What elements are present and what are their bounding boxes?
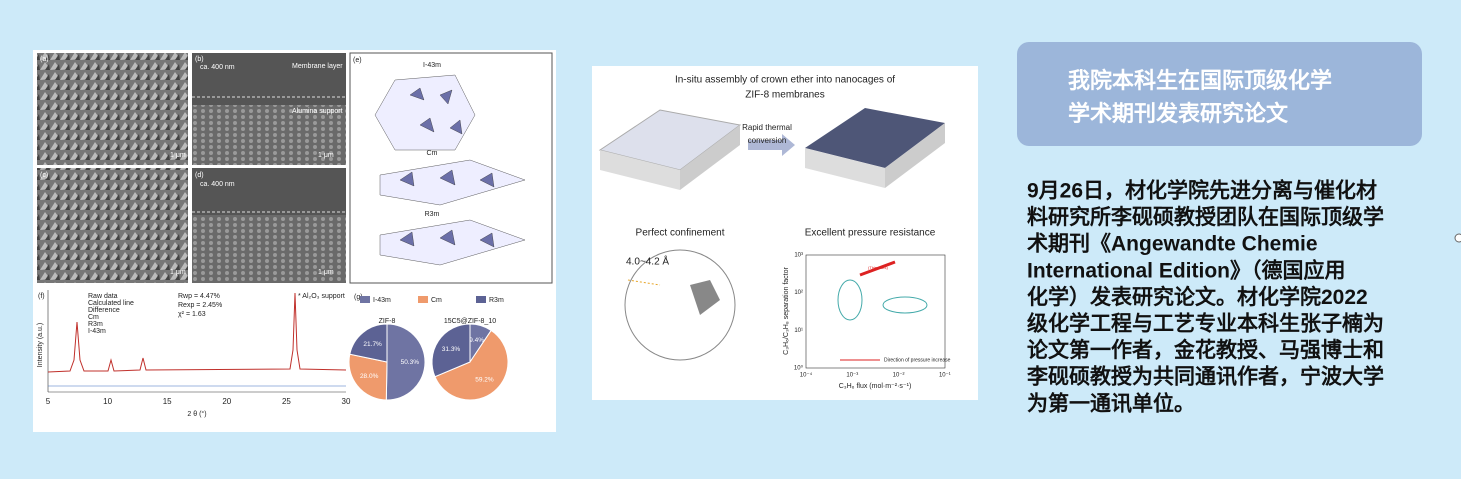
panel-label: (f) <box>38 293 45 300</box>
legend-swatch <box>360 296 370 303</box>
banner-title: 我院本科生在国际顶级化学 <box>1068 68 1332 93</box>
x-tick-label: 10⁻² <box>893 373 905 379</box>
article-line: 级化学工程与工艺专业本科生张子楠为 <box>1027 312 1384 336</box>
y-axis-label: Intensity (a.u.) <box>37 323 44 367</box>
xrd-legend: Difference <box>88 307 120 314</box>
x-tick-label: 20 <box>222 397 231 406</box>
slice-label: 59.2% <box>475 376 494 383</box>
phase-label: Cm <box>427 150 438 157</box>
x-axis-label: C₃H₆ flux (mol·m⁻²·s⁻¹) <box>839 383 912 390</box>
x-tick-label: 10⁻⁴ <box>800 372 813 379</box>
y-tick-label: 10¹ <box>794 328 803 334</box>
panel-label: (g) <box>354 294 363 301</box>
xrd-legend: Raw data <box>88 293 118 300</box>
pie-slice <box>434 329 509 401</box>
x-tick-label: 10⁻³ <box>846 373 858 379</box>
banner-title: 学术期刊发表研究论文 <box>1068 101 1289 126</box>
phase-label: R3m <box>425 211 440 218</box>
slice-label: 31.3% <box>442 346 461 353</box>
article-line: 料研究所李砚硕教授团队在国际顶级学 <box>1027 205 1384 229</box>
slice-label: 21.7% <box>363 341 382 348</box>
article-line: 李砚硕教授为共同通讯作者，宁波大学 <box>1026 365 1384 389</box>
layer-label: Membrane layer <box>292 63 343 70</box>
y-tick-label: 10² <box>794 290 803 296</box>
pie-slice <box>348 353 388 401</box>
crystal-structures <box>374 74 526 266</box>
caption: Excellent pressure resistance <box>805 228 936 239</box>
article-line: 术期刊《Angewandte Chemie <box>1027 232 1318 256</box>
y-axis-label: C₃H₆/C₃H₈ separation factor <box>783 266 790 354</box>
x-tick-label: 15 <box>163 397 172 406</box>
xrd-stat: χ² = 1.63 <box>178 311 206 318</box>
legend-label: Cm <box>431 297 442 304</box>
scale-bar: 1 μm <box>170 269 186 276</box>
panel-label: (d) <box>195 172 204 179</box>
y-tick-label: 10⁰ <box>794 365 804 372</box>
pie-title: 15C5@ZIF-8_10 <box>444 318 496 325</box>
xrd-plot <box>47 290 347 393</box>
legend-label: I-43m <box>373 297 391 304</box>
membranes <box>598 108 945 361</box>
legend-swatch <box>418 296 428 303</box>
slice-label: 28.0% <box>360 373 379 380</box>
x-tick-label: 5 <box>46 397 51 406</box>
pie-slice <box>431 323 471 378</box>
xrd-legend: I-43m <box>88 328 106 335</box>
slice-label: 9.4% <box>469 337 484 344</box>
xrd-legend: Cm <box>88 314 99 321</box>
xrd-note: * Al₂O₃ support <box>298 293 345 300</box>
arrow-label: conversion <box>748 136 787 145</box>
annotation: (This work) <box>868 265 888 270</box>
article-line: 9月26日，材化学院先进分离与催化材 <box>1027 179 1377 203</box>
x-tick-label: 25 <box>282 397 291 406</box>
figure-title: In-situ assembly of crown ether into nan… <box>675 75 895 86</box>
x-tick-label: 30 <box>342 397 351 406</box>
xrd-stat: Rexp = 2.45% <box>178 302 222 309</box>
article-line: International Edition》（德国应用 <box>1027 258 1346 282</box>
scale-bar: 1 μm <box>170 152 186 159</box>
panel-label: (c) <box>40 172 48 179</box>
arrow-label: Rapid thermal <box>742 123 792 132</box>
article-line: 论文第一作者，金花教授、马强博士和 <box>1027 338 1384 362</box>
panel-label: (a) <box>40 56 49 63</box>
x-tick-label: 10 <box>103 397 112 406</box>
thickness: ca. 400 nm <box>200 64 235 71</box>
y-tick-label: 10³ <box>794 252 803 258</box>
phase-label: I-43m <box>423 62 441 69</box>
pie-slice <box>349 323 388 363</box>
scale-bar: 1 μm <box>318 152 334 159</box>
annotation: Direction of pressure increase <box>884 357 951 363</box>
caption: Perfect confinement <box>636 228 725 239</box>
thickness: ca. 400 nm <box>200 181 235 188</box>
panel-label: (e) <box>353 57 362 64</box>
panel-label: (b) <box>195 56 204 63</box>
xrd-stat: Rwp = 4.47% <box>178 293 220 300</box>
scale-bar: 1 μm <box>318 269 334 276</box>
xrd-legend: R3m <box>88 321 103 328</box>
pie-slice <box>385 323 426 401</box>
legend-swatch <box>476 296 486 303</box>
article-line: 为第一通讯单位。 <box>1027 391 1195 415</box>
figure-title: ZIF-8 membranes <box>745 90 824 101</box>
scatter-plot <box>805 254 946 369</box>
pie-title: ZIF-8 <box>379 318 396 325</box>
x-tick-label: 10⁻¹ <box>939 373 951 379</box>
x-axis-label: 2 θ (°) <box>187 410 206 418</box>
slice-label: 50.3% <box>401 359 420 366</box>
banner <box>1017 42 1422 146</box>
pore-size: 4.0~4.2 Å <box>626 255 669 268</box>
scroll-handle[interactable] <box>1454 233 1461 243</box>
layer-label: Alumina support <box>292 108 343 115</box>
xrd-legend: Calculated line <box>88 300 134 307</box>
article-line: 化学）发表研究论文。材化学院2022 <box>1027 285 1368 309</box>
legend-label: R3m <box>489 297 504 304</box>
